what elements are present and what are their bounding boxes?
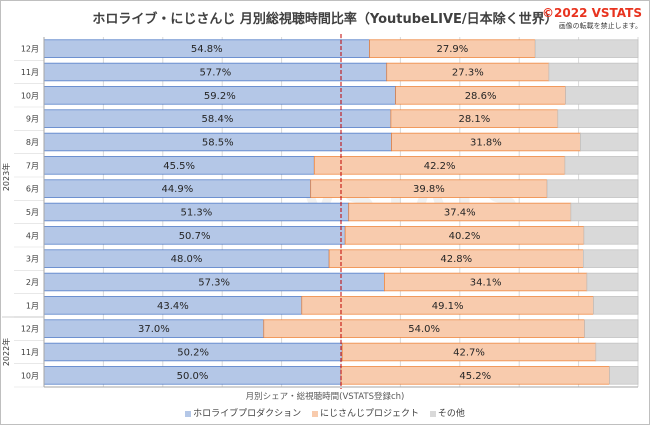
bar-other [565, 86, 639, 105]
category-tick-label: 3月 [26, 255, 39, 264]
data-label-nijisanji: 37.4% [444, 208, 476, 219]
bar-other [586, 272, 639, 292]
year-group-label: 2023年 [1, 163, 11, 191]
reprint-notice: 画像の転載を禁止します。 [558, 22, 642, 30]
bar-other [595, 342, 639, 362]
bar-other [557, 109, 639, 128]
legend-swatch-nijisanji [311, 410, 318, 417]
data-label-hololive: 44.9% [161, 184, 193, 195]
legend-label-other: その他 [437, 409, 465, 419]
category-tick-label: 1月 [26, 301, 39, 310]
category-tick-label: 2月 [26, 278, 39, 287]
category-tick-label: 11月 [21, 348, 39, 357]
bar-other [546, 179, 639, 198]
legend-item-hololive: ホロライブプロダクション [185, 406, 301, 419]
category-tick-label: 5月 [26, 208, 39, 217]
bar-other [580, 132, 639, 152]
category-tick-label: 6月 [26, 185, 39, 194]
data-label-hololive: 50.0% [177, 371, 209, 382]
data-label-hololive: 51.3% [180, 208, 212, 219]
data-label-nijisanji: 31.8% [470, 138, 502, 149]
x-axis-label: 月別シェア・総視聴時間(VSTATS登録ch) [245, 392, 405, 402]
bar-other [583, 249, 639, 268]
bar-other [564, 156, 639, 175]
data-label-hololive: 43.4% [157, 301, 189, 312]
data-label-hololive: 48.0% [171, 254, 203, 265]
data-label-nijisanji: 42.8% [440, 254, 472, 265]
category-tick-label: 12月 [21, 325, 39, 334]
category-tick-label: 12月 [21, 45, 39, 54]
data-label-nijisanji: 49.1% [432, 301, 464, 312]
data-label-hololive: 58.4% [202, 114, 234, 125]
bar-other [584, 319, 639, 338]
bar-other [570, 202, 639, 222]
data-label-nijisanji: 34.1% [470, 278, 502, 289]
data-label-nijisanji: 40.2% [449, 231, 481, 242]
legend-swatch-other [429, 410, 436, 417]
data-label-nijisanji: 28.1% [458, 114, 490, 125]
legend-label-hololive: ホロライブプロダクション [193, 409, 302, 419]
bar-other [534, 39, 639, 58]
legend-item-other: その他 [429, 406, 465, 419]
year-group-label: 2022年 [1, 338, 11, 366]
category-tick-label: 11月 [21, 68, 39, 77]
legend-swatch-hololive [185, 410, 192, 417]
data-label-hololive: 57.3% [198, 278, 230, 289]
category-tick-label: 7月 [26, 161, 39, 170]
data-label-nijisanji: 45.2% [459, 371, 491, 382]
legend-item-nijisanji: にじさんじプロジェクト [311, 406, 419, 419]
data-label-nijisanji: 42.7% [453, 348, 485, 359]
category-tick-label: 10月 [21, 371, 39, 380]
legend: ホロライブプロダクション にじさんじプロジェクト その他 [0, 406, 650, 419]
data-label-hololive: 54.8% [191, 44, 223, 55]
data-label-hololive: 58.5% [202, 138, 234, 149]
category-tick-label: 8月 [26, 138, 39, 147]
legend-label-nijisanji: にじさんじプロジェクト [319, 409, 419, 419]
copyright-text: ©2022 VSTATS [542, 6, 642, 20]
data-label-hololive: 50.7% [179, 231, 211, 242]
bar-other [609, 366, 639, 385]
chart-title: ホロライブ・にじさんじ 月別総視聴時間比率（YoutubeLIVE/日本除く世界… [92, 12, 558, 27]
bar-other [548, 62, 639, 82]
data-label-nijisanji: 39.8% [413, 184, 445, 195]
bar-other [593, 296, 639, 315]
data-label-hololive: 37.0% [138, 324, 170, 335]
data-label-nijisanji: 27.9% [436, 44, 468, 55]
data-label-nijisanji: 28.6% [465, 91, 497, 102]
category-tick-label: 10月 [21, 91, 39, 100]
data-label-nijisanji: 42.2% [424, 161, 456, 172]
data-label-hololive: 57.7% [199, 68, 231, 79]
category-tick-label: 9月 [26, 115, 39, 124]
data-label-hololive: 50.2% [177, 348, 209, 359]
data-label-nijisanji: 27.3% [452, 68, 484, 79]
bar-other [583, 226, 639, 245]
category-tick-label: 4月 [26, 231, 39, 240]
data-label-hololive: 45.5% [163, 161, 195, 172]
data-label-nijisanji: 54.0% [408, 324, 440, 335]
data-label-hololive: 59.2% [204, 91, 236, 102]
